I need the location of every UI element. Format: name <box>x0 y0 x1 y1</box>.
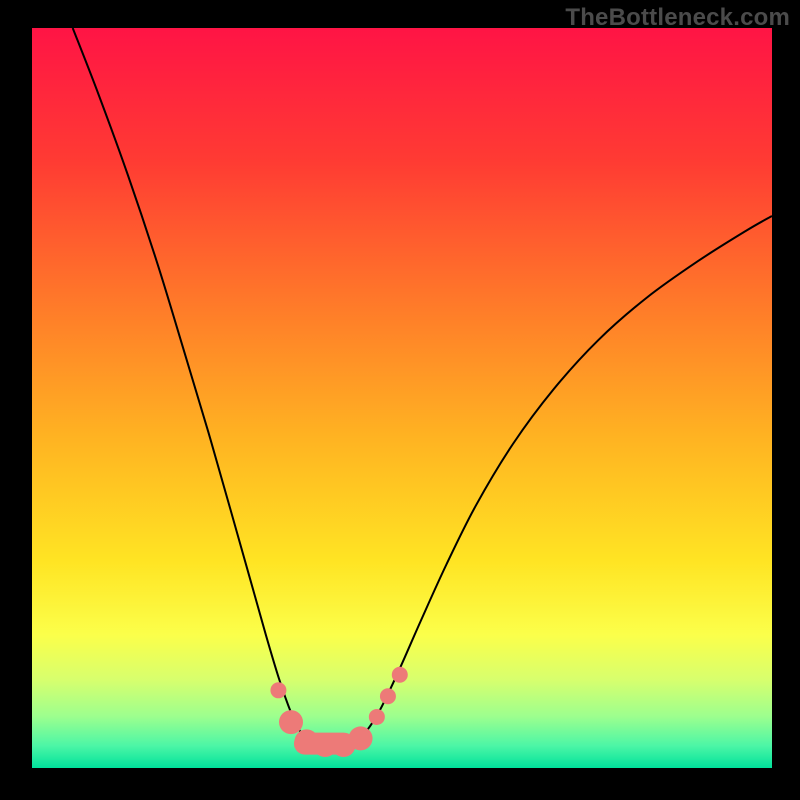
chart-stage: TheBottleneck.com <box>0 0 800 800</box>
v-curve <box>73 28 772 742</box>
chart-plot-svg <box>0 0 800 800</box>
marker-dot <box>369 709 385 725</box>
marker-dot <box>349 726 373 750</box>
marker-group <box>270 667 407 757</box>
marker-dot <box>392 667 408 683</box>
watermark-text: TheBottleneck.com <box>565 4 790 32</box>
marker-dot <box>380 688 396 704</box>
marker-dot <box>270 682 286 698</box>
marker-dot <box>279 710 303 734</box>
